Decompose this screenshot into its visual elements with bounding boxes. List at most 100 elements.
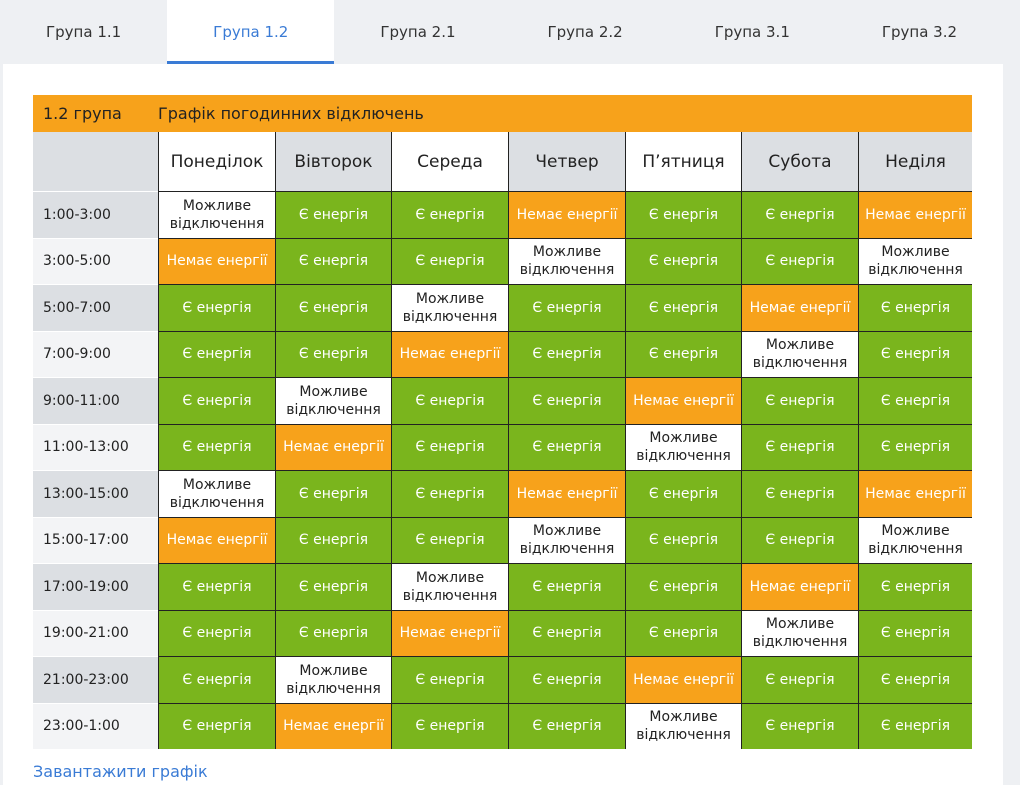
tab-group-2[interactable]: Група 1.2 [167, 0, 335, 64]
day-header: Неділя [858, 132, 972, 191]
schedule-cell-yes: Є енергія [508, 563, 625, 610]
schedule-cell-no: Немає енергії [741, 563, 858, 610]
day-header: П’ятниця [625, 132, 741, 191]
schedule-cell-yes: Є енергія [275, 609, 391, 656]
day-header: Субота [741, 132, 858, 191]
schedule-cell-no: Немає енергії [275, 423, 391, 470]
time-slot-label: 15:00-17:00 [33, 516, 158, 563]
schedule-cell-no: Немає енергії [275, 702, 391, 749]
schedule-cell-no: Немає енергії [625, 656, 741, 703]
schedule-cell-yes: Є енергія [391, 423, 508, 470]
time-slot-label: 19:00-21:00 [33, 609, 158, 656]
schedule-cell-maybe: Можливе відключення [391, 563, 508, 610]
schedule-cell-yes: Є енергія [508, 330, 625, 377]
schedule-cell-yes: Є енергія [858, 563, 972, 610]
schedule-cell-no: Немає енергії [625, 377, 741, 424]
schedule-cell-yes: Є енергія [158, 284, 275, 331]
schedule-cell-yes: Є енергія [741, 470, 858, 517]
schedule-cell-maybe: Можливе відключення [625, 423, 741, 470]
schedule-cell-yes: Є енергія [625, 284, 741, 331]
time-slot-label: 7:00-9:00 [33, 330, 158, 377]
schedule-cell-yes: Є енергія [741, 516, 858, 563]
schedule-cell-yes: Є енергія [391, 377, 508, 424]
schedule-cell-yes: Є енергія [741, 656, 858, 703]
tab-group-4[interactable]: Група 2.2 [547, 23, 623, 41]
schedule-cell-no: Немає енергії [741, 284, 858, 331]
schedule-cell-yes: Є енергія [391, 237, 508, 284]
schedule-cell-maybe: Можливе відключення [741, 330, 858, 377]
schedule-cell-yes: Є енергія [508, 377, 625, 424]
schedule-cell-maybe: Можливе відключення [158, 470, 275, 517]
schedule-cell-yes: Є енергія [391, 470, 508, 517]
schedule-cell-yes: Є енергія [858, 702, 972, 749]
schedule-cell-yes: Є енергія [625, 191, 741, 238]
tab-group-3[interactable]: Група 2.1 [380, 23, 456, 41]
time-slot-label: 21:00-23:00 [33, 656, 158, 703]
day-header: Вівторок [275, 132, 391, 191]
schedule-cell-no: Немає енергії [158, 237, 275, 284]
schedule-cell-maybe: Можливе відключення [508, 516, 625, 563]
table-corner [33, 132, 158, 191]
schedule-cell-yes: Є енергія [741, 702, 858, 749]
schedule-cell-yes: Є енергія [858, 330, 972, 377]
schedule-cell-yes: Є енергія [508, 656, 625, 703]
schedule-cell-yes: Є енергія [741, 423, 858, 470]
schedule-cell-yes: Є енергія [625, 609, 741, 656]
schedule-cell-yes: Є енергія [158, 609, 275, 656]
day-header: Четвер [508, 132, 625, 191]
tab-group-5[interactable]: Група 3.1 [714, 23, 790, 41]
schedule-cell-yes: Є енергія [858, 284, 972, 331]
time-slot-label: 17:00-19:00 [33, 563, 158, 610]
schedule-header: 1.2 група Графік погодинних відключень [33, 95, 972, 132]
schedule-cell-maybe: Можливе відключення [275, 656, 391, 703]
schedule-cell-maybe: Можливе відключення [508, 237, 625, 284]
schedule-cell-yes: Є енергія [275, 237, 391, 284]
schedule-cell-yes: Є енергія [625, 237, 741, 284]
time-slot-label: 3:00-5:00 [33, 237, 158, 284]
day-header: Середа [391, 132, 508, 191]
group-label: 1.2 група [43, 104, 122, 123]
schedule-cell-yes: Є енергія [508, 702, 625, 749]
schedule-cell-yes: Є енергія [158, 330, 275, 377]
schedule-cell-maybe: Можливе відключення [158, 191, 275, 238]
schedule-cell-no: Немає енергії [858, 470, 972, 517]
schedule-cell-yes: Є енергія [625, 470, 741, 517]
schedule-cell-maybe: Можливе відключення [625, 702, 741, 749]
schedule-cell-yes: Є енергія [741, 377, 858, 424]
schedule-cell-yes: Є енергія [158, 563, 275, 610]
schedule-cell-yes: Є енергія [741, 191, 858, 238]
schedule-cell-yes: Є енергія [391, 656, 508, 703]
schedule-cell-no: Немає енергії [508, 191, 625, 238]
schedule-cell-yes: Є енергія [275, 330, 391, 377]
time-slot-label: 13:00-15:00 [33, 470, 158, 517]
schedule-cell-yes: Є енергія [858, 656, 972, 703]
time-slot-label: 5:00-7:00 [33, 284, 158, 331]
schedule-cell-yes: Є енергія [858, 423, 972, 470]
schedule-cell-maybe: Можливе відключення [391, 284, 508, 331]
schedule-cell-yes: Є енергія [158, 423, 275, 470]
schedule-cell-no: Немає енергії [158, 516, 275, 563]
schedule-cell-yes: Є енергія [158, 702, 275, 749]
tab-group-1[interactable]: Група 1.1 [46, 23, 122, 41]
schedule-cell-yes: Є енергія [391, 516, 508, 563]
schedule-cell-no: Немає енергії [508, 470, 625, 517]
tab-group-6[interactable]: Група 3.2 [881, 23, 958, 41]
schedule-cell-yes: Є енергія [275, 516, 391, 563]
schedule-cell-no: Немає енергії [391, 609, 508, 656]
download-schedule-link[interactable]: Завантажити графік [33, 762, 208, 781]
schedule-cell-no: Немає енергії [391, 330, 508, 377]
schedule-cell-maybe: Можливе відключення [858, 516, 972, 563]
schedule-table: 1.2 група Графік погодинних відключень П… [33, 95, 972, 749]
schedule-cell-yes: Є енергія [625, 516, 741, 563]
schedule-title: Графік погодинних відключень [158, 104, 424, 123]
day-header: Понеділок [158, 132, 275, 191]
schedule-cell-yes: Є енергія [275, 191, 391, 238]
schedule-cell-yes: Є енергія [391, 702, 508, 749]
schedule-cell-maybe: Можливе відключення [858, 237, 972, 284]
schedule-cell-yes: Є енергія [275, 470, 391, 517]
time-slot-label: 9:00-11:00 [33, 377, 158, 424]
schedule-cell-yes: Є енергія [625, 563, 741, 610]
schedule-cell-no: Немає енергії [858, 191, 972, 238]
schedule-cell-yes: Є енергія [275, 284, 391, 331]
schedule-cell-yes: Є енергія [741, 237, 858, 284]
